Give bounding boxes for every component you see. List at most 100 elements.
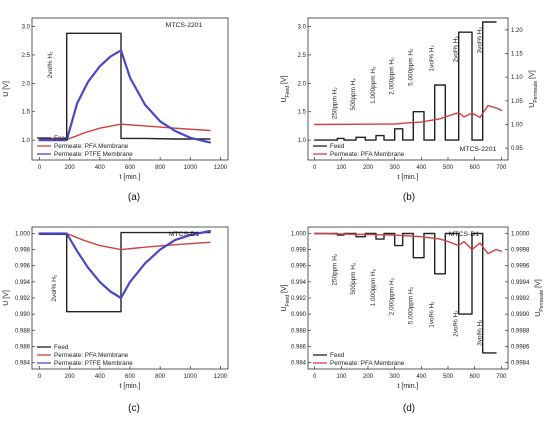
y-tick-label: 0.990	[15, 312, 31, 318]
x-tick-label: 0	[313, 374, 317, 380]
panel-caption: (c)	[128, 403, 140, 414]
x-axis-label: t [min.]	[119, 174, 140, 181]
series-line-permeate-ptfe-membrane	[38, 229, 211, 300]
y-right-tick-label: 1.20	[511, 28, 523, 34]
series-line-feed	[38, 32, 211, 140]
x-tick-label: 100	[336, 374, 347, 380]
x-tick-label: 300	[390, 165, 401, 171]
y-tick-label: 0.984	[291, 361, 307, 367]
legend-label: Feed	[54, 135, 69, 142]
sensor-annotation: MTCS-2201	[460, 146, 497, 153]
concentration-label: 1.000ppm H₂	[370, 66, 377, 104]
y-right-tick-label: 1.10	[511, 75, 523, 81]
y-tick-label: 0.990	[291, 312, 307, 318]
y-tick-label: 2.5	[298, 53, 307, 59]
y-axis-label: U [V]	[3, 81, 10, 97]
chart-panel-1: 0 200 400 600 800 1000 1200 1.0 1.5 2.0 2.5 3.0 t [m…	[3, 17, 229, 203]
concentration-label: 250ppm H₂	[331, 253, 338, 285]
concentration-label: 5.000ppm H₂	[407, 48, 414, 86]
x-tick-label: 500	[443, 165, 454, 171]
series-line-permeate-pfa-membrane	[314, 104, 502, 126]
x-tick-label: 400	[416, 374, 427, 380]
concentration-label: 3vol% H₂	[477, 319, 484, 346]
concentration-label: 500ppm H₂	[350, 78, 357, 110]
y-right-tick-label: 0.9988	[511, 328, 530, 334]
x-tick-label: 0	[38, 165, 42, 171]
legend-label: Permeate: PFA Membrane	[330, 360, 405, 367]
x-tick-label: 700	[496, 165, 507, 171]
y-tick-label: 1.5	[22, 110, 31, 116]
y-tick-label: 3.0	[22, 25, 31, 31]
y-right-axis-label: UPermeate [V]	[535, 279, 545, 316]
x-tick-label: 1000	[184, 374, 198, 380]
y-right-tick-label: 0.9992	[511, 296, 530, 302]
y-right-tick-label: 1.15	[511, 52, 523, 58]
concentration-label: 250ppm H₂	[331, 87, 338, 119]
y-axis-label: UFeed [V]	[281, 284, 291, 311]
y-tick-label: 0.984	[15, 361, 31, 367]
y-right-tick-label: 0.9996	[511, 264, 530, 270]
y-tick-label: 3.0	[298, 25, 307, 31]
x-tick-label: 800	[155, 374, 166, 380]
y-tick-label: 0.988	[291, 328, 307, 334]
y-tick-label: 0.988	[15, 328, 31, 334]
series-line-permeate-pfa-membrane	[38, 232, 211, 251]
concentration-label: 5.000ppm H₂	[407, 286, 414, 324]
panel-caption: (d)	[403, 403, 415, 414]
concentration-label: 1vol% H₂	[429, 301, 436, 328]
y-tick-label: 0.996	[15, 264, 31, 270]
sensor-annotation: MTCS-2201	[166, 22, 203, 29]
x-axis-label: t [min.]	[397, 174, 418, 181]
y-tick-label: 2.5	[22, 53, 31, 59]
y-right-axis-label: UPermeate [V]	[529, 70, 539, 107]
plot-frame	[307, 226, 509, 370]
chart-panel-4: 0 100 200 300 400 500 600 700 0.984 0.986 0.988 0.9…	[281, 226, 545, 414]
x-tick-label: 400	[416, 165, 427, 171]
x-tick-label: 200	[363, 374, 374, 380]
legend-label: Permeate: PFA Membrane	[54, 143, 129, 150]
x-tick-label: 1000	[184, 165, 198, 171]
plot-frame	[307, 17, 509, 161]
x-tick-label: 700	[496, 374, 507, 380]
y-axis-label: U [V]	[3, 290, 10, 306]
y-tick-label: 1.000	[15, 231, 31, 237]
y-tick-label: 0.996	[291, 264, 307, 270]
y-tick-label: 1.5	[298, 110, 307, 116]
panel-caption: (b)	[403, 192, 415, 203]
concentration-label: 2.000ppm H₂	[389, 57, 396, 95]
chart-panel-2: 0 100 200 300 400 500 600 700 1.0 1.5 2.0 2.5 3.0 0.9…	[281, 17, 539, 203]
concentration-label: 2.000ppm H₂	[389, 277, 396, 315]
y-tick-label: 0.994	[291, 280, 307, 286]
concentration-label: 1.000ppm H₂	[370, 268, 377, 306]
x-tick-label: 800	[155, 165, 166, 171]
x-tick-label: 200	[65, 374, 76, 380]
x-axis-label: t [min.]	[397, 383, 418, 390]
y-tick-label: 0.998	[291, 248, 307, 254]
x-tick-label: 600	[125, 374, 136, 380]
x-tick-label: 1200	[214, 374, 228, 380]
y-right-tick-label: 0.9984	[511, 361, 530, 367]
y-tick-label: 1.000	[291, 231, 307, 237]
y-tick-label: 1.0	[298, 138, 307, 144]
concentration-label: 2vol% H₂	[453, 36, 460, 63]
y-right-tick-label: 0.95	[511, 146, 523, 152]
x-tick-label: 300	[390, 374, 401, 380]
y-tick-label: 0.986	[15, 344, 31, 350]
y-tick-label: 0.986	[291, 344, 307, 350]
y-right-tick-label: 0.9990	[511, 312, 530, 318]
y-tick-label: 0.998	[15, 248, 31, 254]
x-tick-label: 0	[38, 374, 42, 380]
series-line-feed	[314, 21, 497, 141]
x-tick-label: 600	[470, 374, 481, 380]
legend-label: Permeate: PTFE Membrane	[54, 360, 133, 367]
panel-caption: (a)	[128, 192, 140, 203]
y-right-tick-label: 0.9998	[511, 248, 530, 254]
x-tick-label: 0	[313, 165, 317, 171]
legend-label: Feed	[54, 344, 69, 351]
y-tick-label: 0.992	[15, 296, 31, 302]
y-right-tick-label: 1.0000	[511, 231, 530, 237]
legend-label: Permeate: PTFE Membrane	[54, 151, 133, 158]
chart-panel-3: 0 200 400 600 800 1000 1200 0.984 0.986 0.988 0.99…	[3, 226, 229, 414]
legend-label: Permeate: PFA Membrane	[54, 352, 129, 359]
concentration-label: 2vol% H₂	[51, 274, 58, 302]
